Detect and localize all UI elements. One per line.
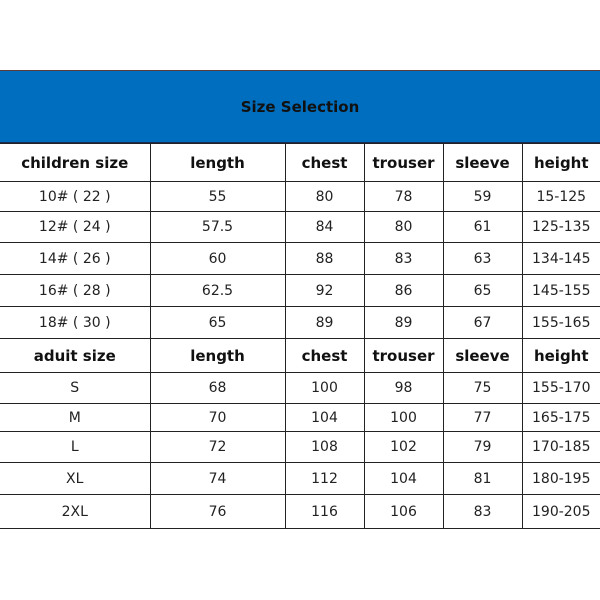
table-cell: 14# ( 26 ) [0,242,151,275]
table-cell: 18# ( 30 ) [0,306,151,339]
table-cell: 10# ( 22 ) [0,181,151,212]
table-cell: 190-205 [521,494,600,529]
table-row: 14# ( 26 ) 60 88 83 63 134-145 [0,242,600,275]
table-row: 12# ( 24 ) 57.5 84 80 61 125-135 [0,211,600,243]
column-header: sleeve [442,143,523,182]
table-cell: 74 [149,462,286,495]
table-cell: 80 [363,211,444,243]
table-cell: 108 [284,431,365,463]
table-cell: 57.5 [149,211,286,243]
table-cell: 116 [284,494,365,529]
column-header: children size [0,143,151,182]
table-cell: 65 [149,306,286,339]
table-cell: 65 [442,274,523,307]
table-row: L 72 108 102 79 170-185 [0,431,600,463]
table-cell: 75 [442,372,523,404]
table-cell: 2XL [0,494,151,529]
table-cell: 170-185 [521,431,600,463]
table-cell: 70 [149,403,286,432]
table-cell: 89 [363,306,444,339]
table-cell: 59 [442,181,523,212]
table-cell: 106 [363,494,444,529]
table-cell: 83 [442,494,523,529]
table-cell: 180-195 [521,462,600,495]
column-header: length [149,338,286,373]
table-row: 18# ( 30 ) 65 89 89 67 155-165 [0,306,600,339]
table-cell: XL [0,462,151,495]
table-row: 2XL 76 116 106 83 190-205 [0,494,600,529]
table-cell: 165-175 [521,403,600,432]
table-cell: 61 [442,211,523,243]
table-row: 10# ( 22 ) 55 80 78 59 15-125 [0,181,600,212]
size-chart-title: Size Selection [0,70,600,143]
table-cell: 79 [442,431,523,463]
children-header-row: children size length chest trouser sleeve hei… [0,143,600,182]
column-header: height [521,338,600,373]
table-row: M 70 104 100 77 165-175 [0,403,600,432]
table-cell: 67 [442,306,523,339]
table-cell: 16# ( 28 ) [0,274,151,307]
table-cell: 155-170 [521,372,600,404]
size-table: children size length chest trouser sleeve hei… [0,143,600,529]
table-cell: 98 [363,372,444,404]
table-cell: 68 [149,372,286,404]
table-cell: 76 [149,494,286,529]
table-cell: 155-165 [521,306,600,339]
table-row: S 68 100 98 75 155-170 [0,372,600,404]
table-cell: 100 [284,372,365,404]
table-cell: L [0,431,151,463]
table-cell: S [0,372,151,404]
table-cell: 134-145 [521,242,600,275]
column-header: trouser [363,143,444,182]
adult-header-row: aduit size length chest trouser sleeve height [0,338,600,373]
table-cell: 86 [363,274,444,307]
table-cell: 145-155 [521,274,600,307]
column-header: length [149,143,286,182]
column-header: chest [284,143,365,182]
table-cell: 78 [363,181,444,212]
table-row: 16# ( 28 ) 62.5 92 86 65 145-155 [0,274,600,307]
table-cell: M [0,403,151,432]
table-cell: 15-125 [521,181,600,212]
table-cell: 63 [442,242,523,275]
table-cell: 104 [284,403,365,432]
table-cell: 84 [284,211,365,243]
table-row: XL 74 112 104 81 180-195 [0,462,600,495]
table-cell: 55 [149,181,286,212]
table-cell: 112 [284,462,365,495]
table-cell: 77 [442,403,523,432]
column-header: aduit size [0,338,151,373]
table-cell: 100 [363,403,444,432]
table-cell: 72 [149,431,286,463]
column-header: sleeve [442,338,523,373]
table-cell: 89 [284,306,365,339]
table-cell: 92 [284,274,365,307]
table-cell: 102 [363,431,444,463]
table-cell: 83 [363,242,444,275]
column-header: height [521,143,600,182]
table-cell: 125-135 [521,211,600,243]
column-header: trouser [363,338,444,373]
size-chart: Size Selection children size length chest t… [0,70,600,529]
table-cell: 80 [284,181,365,212]
table-cell: 12# ( 24 ) [0,211,151,243]
table-cell: 60 [149,242,286,275]
table-cell: 104 [363,462,444,495]
table-cell: 81 [442,462,523,495]
column-header: chest [284,338,365,373]
table-cell: 88 [284,242,365,275]
table-cell: 62.5 [149,274,286,307]
